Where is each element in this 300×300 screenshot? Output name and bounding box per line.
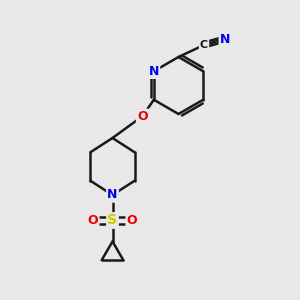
- Text: O: O: [127, 214, 137, 227]
- Text: C: C: [200, 40, 208, 50]
- Text: N: N: [107, 188, 118, 202]
- Text: O: O: [137, 110, 148, 123]
- Text: N: N: [148, 65, 159, 78]
- Text: N: N: [220, 32, 230, 46]
- Text: S: S: [107, 214, 118, 227]
- Text: O: O: [88, 214, 98, 227]
